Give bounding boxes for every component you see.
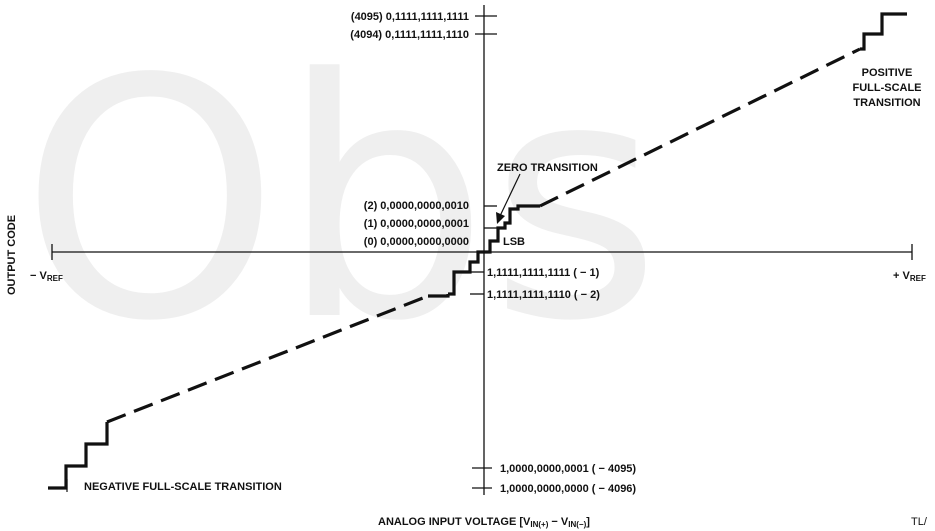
stair-negative: [48, 422, 107, 488]
watermark: Obs: [20, 9, 661, 393]
code-minus4096: 1,0000,0000,0000 ( − 4096): [500, 483, 636, 495]
positive-label-line1: POSITIVE: [862, 67, 913, 79]
code-1: (1) 0,0000,0000,0001: [364, 218, 469, 230]
code-minus4095: 1,0000,0000,0001 ( − 4095): [500, 463, 636, 475]
y-axis-title: OUTPUT CODE: [6, 215, 18, 295]
negative-label: NEGATIVE FULL-SCALE TRANSITION: [84, 481, 282, 493]
zero-transition-label: ZERO TRANSITION: [497, 162, 598, 174]
code-minus1: 1,1111,1111,1111 ( − 1): [487, 267, 600, 279]
positive-label-line3: TRANSITION: [853, 97, 920, 109]
lsb-label: LSB: [503, 236, 525, 248]
stair-top: [860, 14, 907, 49]
pos-ref-label: + VREF: [893, 270, 926, 283]
code-4095: (4095) 0,1111,1111,1111: [351, 11, 469, 23]
code-4094: (4094) 0,1111,1111,1110: [350, 29, 469, 41]
code-minus2: 1,1111,1111,1110 ( − 2): [487, 289, 600, 301]
figure-ref: TL/: [911, 516, 928, 528]
x-axis-title: ANALOG INPUT VOLTAGE [VIN(+) − VIN(−)]: [378, 516, 590, 529]
positive-label-line2: FULL-SCALE: [852, 82, 921, 94]
code-2: (2) 0,0000,0000,0010: [364, 200, 469, 212]
code-0: (0) 0,0000,0000,0000: [364, 236, 469, 248]
